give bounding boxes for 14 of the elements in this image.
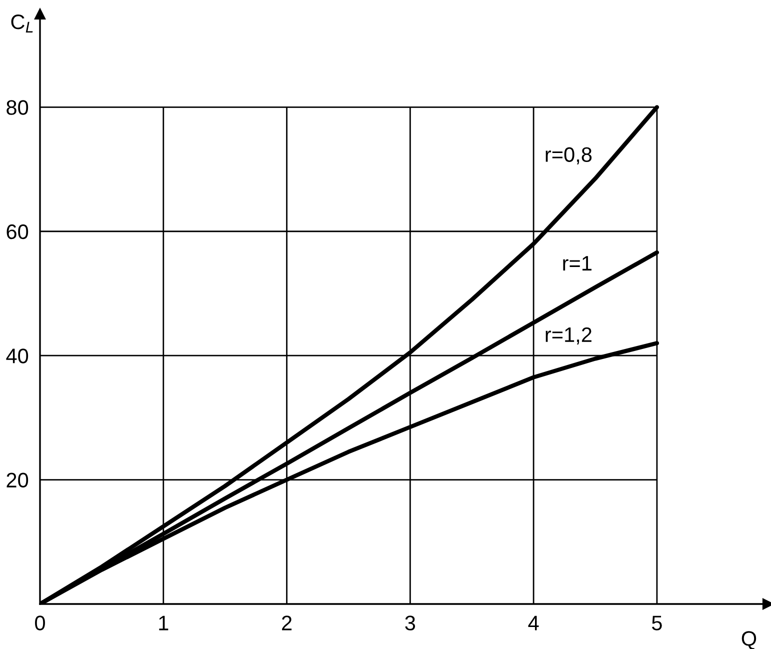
series-label: r=0,8 [546, 147, 592, 164]
series-label: r=1,2 [546, 327, 592, 345]
x-tick-label: 4 [528, 616, 539, 630]
x-tick-label: 3 [405, 616, 416, 630]
y-tick-label: 20 [6, 472, 28, 488]
x-tick-label: 5 [652, 616, 662, 630]
y-tick-label: 60 [6, 224, 28, 240]
x-tick-label: 1 [159, 616, 168, 630]
x-tick-label: 0 [35, 616, 45, 630]
y-axis-title: C$_{L}$ [11, 14, 33, 32]
series-label: r=1 [563, 256, 592, 270]
y-tick-label: 40 [6, 348, 28, 364]
x-tick-label: 2 [282, 616, 292, 630]
y-tick-label: 80 [6, 100, 28, 115]
